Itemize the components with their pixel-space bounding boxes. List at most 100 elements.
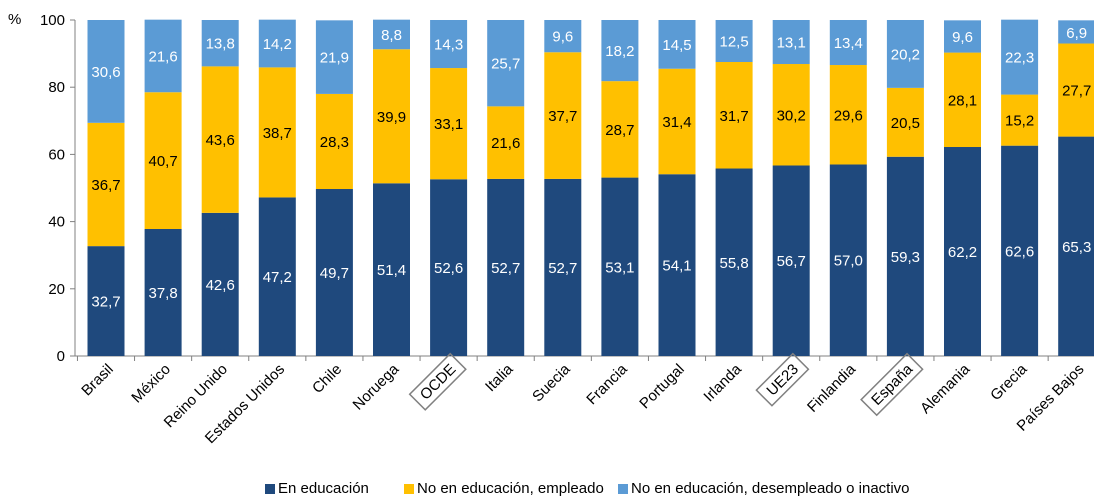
x-category-label-group: Finlandia: [804, 360, 860, 416]
bar-segment: [1001, 145, 1039, 356]
bar-segment: [544, 178, 582, 356]
bar-segment: [715, 20, 753, 62]
bar-segment: [944, 147, 981, 356]
x-category-label-group: Noruega: [350, 360, 403, 413]
x-category-label-group: OCDE: [408, 352, 467, 411]
bar-segment: [886, 87, 924, 157]
data-label: 37,7: [548, 108, 577, 125]
bar-segment: [201, 212, 239, 356]
bar-segment: [373, 49, 410, 184]
bar-segment: [601, 81, 639, 178]
x-category-label: Irlanda: [700, 360, 745, 405]
data-label: 52,7: [491, 260, 520, 277]
category-highlight-box: [755, 352, 810, 407]
data-label: 51,4: [377, 262, 406, 279]
bar-segment: [829, 20, 867, 66]
bar-segment: [487, 178, 525, 356]
bar-segment: [487, 20, 525, 107]
x-category-label: Suecia: [529, 360, 574, 405]
bar-segment: [658, 174, 696, 356]
bar-segment: [430, 68, 468, 180]
bar-segment: [1001, 94, 1039, 146]
data-label: 28,3: [320, 134, 349, 151]
legend-swatch: [404, 483, 414, 494]
x-category-label-group: México: [128, 361, 174, 407]
data-label: 59,3: [891, 249, 920, 266]
bar-segment: [944, 52, 981, 148]
data-label: 54,1: [662, 258, 691, 275]
bar-segment: [87, 122, 125, 247]
bars: 32,7 36,7 30,6 37,8 40,7 21,6 42,6 43,6 13,8 47,2…: [87, 19, 1094, 356]
x-category-label-group: Francia: [583, 360, 631, 408]
bar-segment: [487, 106, 525, 179]
x-category-label: Grecia: [987, 360, 1031, 404]
data-label: 13,8: [206, 36, 235, 53]
data-label: 22,3: [1005, 50, 1034, 67]
bar-segment: [772, 165, 810, 356]
x-category-label-group: Portugal: [636, 361, 688, 413]
data-label: 25,7: [491, 56, 520, 73]
x-category-label: Brasil: [78, 361, 117, 400]
bar-segment: [658, 68, 696, 175]
x-category-label: Chile: [309, 361, 345, 397]
data-label: 9,6: [952, 29, 973, 46]
category-highlight-box: [860, 352, 924, 417]
data-label: 21,6: [491, 135, 520, 152]
data-label: 12,5: [719, 34, 748, 51]
data-label: 43,6: [206, 132, 235, 149]
data-label: 30,6: [91, 64, 120, 81]
bar-segment: [315, 20, 353, 94]
data-label: 31,4: [662, 114, 691, 131]
y-tick-label: 80: [48, 79, 65, 96]
legend-swatch: [618, 483, 628, 494]
bar-segment: [715, 168, 753, 356]
x-category-label: México: [128, 361, 174, 407]
bar-segment: [315, 93, 353, 190]
data-label: 20,2: [891, 46, 920, 63]
data-label: 32,7: [91, 294, 120, 311]
data-label: 28,1: [948, 92, 977, 109]
data-label: 14,3: [434, 37, 463, 54]
bar-segment: [258, 197, 296, 356]
x-category-label-group: España: [860, 352, 924, 417]
data-label: 9,6: [552, 29, 573, 46]
data-label: 42,6: [206, 277, 235, 294]
bar-segment: [1058, 136, 1094, 356]
data-label: 8,8: [381, 27, 402, 44]
data-label: 28,7: [605, 122, 634, 139]
data-label: 52,6: [434, 260, 463, 277]
bar-segment: [87, 246, 125, 356]
data-label: 62,2: [948, 244, 977, 261]
x-category-label: Finlandia: [804, 360, 860, 416]
data-label: 37,8: [148, 285, 177, 302]
bar-segment: [87, 20, 125, 123]
data-label: 29,6: [834, 107, 863, 124]
y-tick-label: 0: [57, 348, 65, 365]
bar-segment: [315, 189, 353, 356]
x-category-label: Italia: [482, 360, 517, 395]
bar-segment: [886, 20, 924, 88]
data-label: 62,6: [1005, 243, 1034, 260]
data-label: 27,7: [1062, 83, 1091, 100]
data-label: 14,2: [263, 36, 292, 53]
bar-segment: [601, 20, 639, 82]
data-label: 13,4: [834, 35, 863, 52]
x-category-label: Portugal: [636, 361, 688, 413]
x-category-label: UE23: [763, 361, 802, 400]
bar-segment: [544, 52, 582, 179]
bar-segment: [772, 64, 810, 166]
legend-label: No en educación, desempleado o inactivo: [631, 480, 910, 497]
y-axis-unit-label: %: [8, 11, 21, 28]
y-tick-label: 20: [48, 281, 65, 298]
x-category-label: Alemania: [917, 360, 974, 417]
data-label: 39,9: [377, 109, 406, 126]
x-category-label-group: Italia: [482, 360, 517, 395]
category-highlight-box: [408, 352, 467, 411]
x-category-label-group: Brasil: [78, 361, 117, 400]
y-tick-label: 60: [48, 146, 65, 163]
data-label: 65,3: [1062, 239, 1091, 256]
data-label: 49,7: [320, 265, 349, 282]
legend-swatch: [265, 483, 275, 494]
bar-segment: [373, 183, 410, 356]
